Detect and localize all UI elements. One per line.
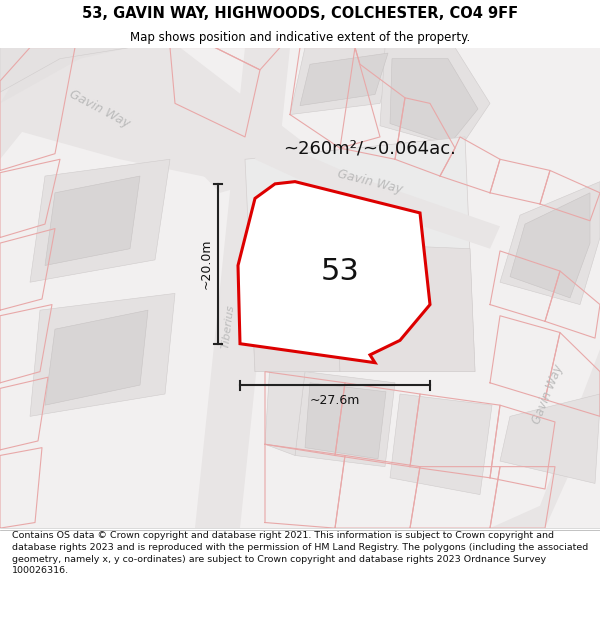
Polygon shape [305, 383, 386, 459]
Polygon shape [30, 293, 175, 416]
Polygon shape [335, 243, 475, 372]
Text: Map shows position and indicative extent of the property.: Map shows position and indicative extent… [130, 31, 470, 44]
Polygon shape [290, 48, 395, 114]
Polygon shape [245, 137, 475, 372]
Text: Gavin Way: Gavin Way [530, 362, 566, 426]
Polygon shape [0, 48, 340, 198]
Polygon shape [0, 48, 130, 92]
Polygon shape [238, 182, 430, 362]
Text: 53, GAVIN WAY, HIGHWOODS, COLCHESTER, CO4 9FF: 53, GAVIN WAY, HIGHWOODS, COLCHESTER, CO… [82, 6, 518, 21]
Polygon shape [250, 243, 340, 372]
Text: ~27.6m: ~27.6m [310, 394, 360, 408]
Polygon shape [195, 48, 290, 528]
Polygon shape [0, 48, 90, 159]
Polygon shape [380, 48, 490, 148]
Text: Contains OS data © Crown copyright and database right 2021. This information is : Contains OS data © Crown copyright and d… [12, 531, 588, 576]
Polygon shape [390, 394, 492, 494]
Polygon shape [265, 362, 305, 456]
Text: ~260m²/~0.064ac.: ~260m²/~0.064ac. [284, 139, 457, 157]
Polygon shape [295, 372, 395, 467]
Polygon shape [0, 48, 600, 528]
Text: Gavin Way: Gavin Way [67, 88, 133, 131]
Polygon shape [510, 192, 590, 298]
Text: Gavin Way: Gavin Way [336, 168, 404, 196]
Polygon shape [0, 48, 260, 192]
Polygon shape [45, 310, 148, 405]
Polygon shape [45, 176, 140, 266]
Polygon shape [490, 349, 600, 528]
Polygon shape [30, 159, 170, 282]
Text: Tiberius: Tiberius [220, 304, 236, 349]
Text: 53: 53 [320, 256, 359, 286]
Text: ~20.0m: ~20.0m [199, 239, 212, 289]
Polygon shape [390, 59, 478, 144]
Polygon shape [255, 134, 500, 249]
Polygon shape [0, 48, 130, 103]
Polygon shape [500, 394, 600, 483]
Polygon shape [500, 182, 600, 304]
Polygon shape [300, 53, 388, 106]
